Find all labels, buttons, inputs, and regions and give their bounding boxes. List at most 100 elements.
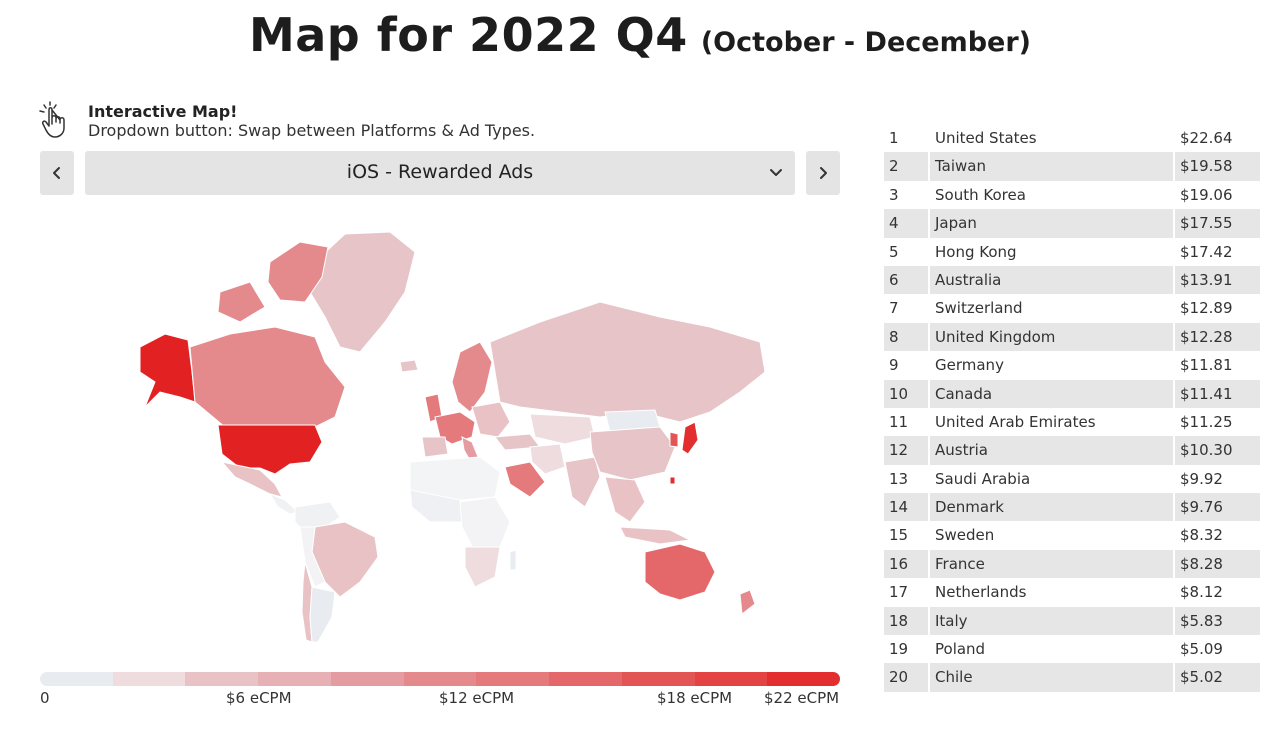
map-region-iran[interactable] (529, 443, 566, 475)
map-region-canada-islands[interactable] (267, 241, 329, 303)
map-region-china[interactable] (589, 426, 676, 481)
map-region-india[interactable] (564, 456, 601, 508)
map-region-argentina[interactable] (309, 586, 336, 643)
map-region-australia[interactable] (644, 543, 716, 601)
table-row: 15 Sweden $8.32 (884, 521, 1260, 550)
country-cell: Saudi Arabia (928, 464, 1173, 494)
country-cell: Chile (928, 663, 1173, 692)
map-region-west-africa[interactable] (409, 489, 466, 523)
previous-button[interactable] (40, 151, 74, 195)
country-cell: Italy (928, 606, 1173, 636)
country-cell: Switzerland (928, 294, 1173, 323)
legend-segment (185, 672, 259, 686)
map-region-eastern-europe[interactable] (471, 401, 511, 438)
map-region-central-africa[interactable] (459, 496, 511, 553)
rank-cell: 12 (889, 441, 909, 460)
map-region-japan[interactable] (681, 421, 699, 455)
value-cell: $9.76 (1173, 493, 1260, 522)
rank-cell: 8 (889, 327, 899, 346)
legend-segment (621, 672, 695, 686)
hint-text: Dropdown button: Swap between Platforms … (88, 121, 536, 140)
map-region-alaska[interactable] (139, 333, 196, 408)
legend-segment (258, 672, 331, 686)
legend-segment (112, 672, 186, 686)
rank-cell: 9 (889, 356, 899, 375)
country-cell: United Arab Emirates (928, 407, 1173, 437)
value-cell: $5.09 (1173, 635, 1260, 664)
table-row: 17 Netherlands $8.12 (884, 578, 1260, 607)
value-cell: $5.83 (1173, 606, 1260, 636)
value-cell: $11.25 (1173, 407, 1260, 437)
table-row: 10 Canada $11.41 (884, 379, 1260, 408)
country-cell: Denmark (928, 493, 1173, 522)
rank-cell: 5 (889, 242, 899, 261)
country-cell: Netherlands (928, 578, 1173, 607)
map-region-central-asia[interactable] (529, 413, 596, 445)
title-main: Map for 2022 Q4 (248, 8, 688, 62)
next-button[interactable] (806, 151, 840, 195)
map-region-canada-islands-2[interactable] (217, 281, 266, 323)
value-cell: $19.06 (1173, 180, 1260, 210)
table-row: 2 Taiwan $19.58 (884, 152, 1260, 181)
country-ranking-table: 1 United States $22.64 2 Taiwan $19.58 3 South … (884, 124, 1260, 692)
map-region-new-zealand[interactable] (739, 589, 756, 615)
table-row: 4 Japan $17.55 (884, 209, 1260, 238)
map-region-korea[interactable] (669, 431, 679, 448)
rank-cell: 17 (889, 583, 909, 602)
map-region-mexico[interactable] (220, 461, 283, 498)
map-region-scandinavia[interactable] (451, 341, 493, 413)
table-row: 19 Poland $5.09 (884, 635, 1260, 664)
legend-label: $6 eCPM (226, 689, 292, 707)
value-cell: $12.89 (1173, 294, 1260, 323)
rank-cell: 20 (889, 668, 909, 687)
value-cell: $11.81 (1173, 351, 1260, 380)
map-region-russia[interactable] (489, 301, 766, 423)
map-region-iceland[interactable] (399, 359, 419, 373)
table-row: 9 Germany $11.81 (884, 351, 1260, 380)
value-cell: $12.28 (1173, 322, 1260, 352)
country-cell: Canada (928, 379, 1173, 408)
map-region-madagascar[interactable] (509, 549, 517, 571)
table-row: 5 Hong Kong $17.42 (884, 237, 1260, 266)
rank-cell: 19 (889, 640, 909, 659)
legend-segment (330, 672, 404, 686)
country-cell: Poland (928, 635, 1173, 664)
map-region-greenland[interactable] (309, 231, 416, 353)
country-cell: Australia (928, 265, 1173, 295)
value-cell: $13.91 (1173, 265, 1260, 295)
legend-segment (767, 672, 840, 686)
world-map[interactable] (100, 222, 780, 652)
value-cell: $8.32 (1173, 521, 1260, 550)
dropdown-selected-value: iOS - Rewarded Ads (346, 161, 534, 183)
value-cell: $17.55 (1173, 209, 1260, 238)
rank-cell: 3 (889, 185, 899, 204)
country-cell: Sweden (928, 521, 1173, 550)
legend-segment (403, 672, 477, 686)
rank-cell: 18 (889, 611, 909, 630)
map-region-canada[interactable] (189, 326, 346, 428)
platform-ad-type-dropdown[interactable]: iOS - Rewarded Ads (85, 151, 795, 195)
map-region-central-america[interactable] (268, 492, 300, 515)
map-region-saudi-arabia[interactable] (504, 461, 546, 498)
map-region-indonesia[interactable] (619, 526, 692, 545)
map-region-southeast-asia[interactable] (604, 476, 646, 523)
rank-cell: 16 (889, 554, 909, 573)
legend-segment (694, 672, 768, 686)
map-region-united-states[interactable] (217, 424, 323, 475)
rank-cell: 6 (889, 270, 899, 289)
value-cell: $11.41 (1173, 379, 1260, 408)
map-region-southern-africa[interactable] (464, 546, 501, 588)
map-region-brazil[interactable] (311, 521, 379, 598)
table-row: 18 Italy $5.83 (884, 606, 1260, 636)
country-cell: France (928, 549, 1173, 579)
table-row: 3 South Korea $19.06 (884, 180, 1260, 210)
legend-color-scale (40, 672, 840, 686)
map-region-iberia[interactable] (421, 436, 449, 458)
rank-cell: 11 (889, 412, 909, 431)
rank-cell: 14 (889, 498, 909, 517)
value-cell: $5.02 (1173, 663, 1260, 692)
value-cell: $10.30 (1173, 436, 1260, 465)
rank-cell: 15 (889, 526, 909, 545)
rank-cell: 4 (889, 214, 899, 233)
map-region-taiwan[interactable] (669, 476, 676, 485)
